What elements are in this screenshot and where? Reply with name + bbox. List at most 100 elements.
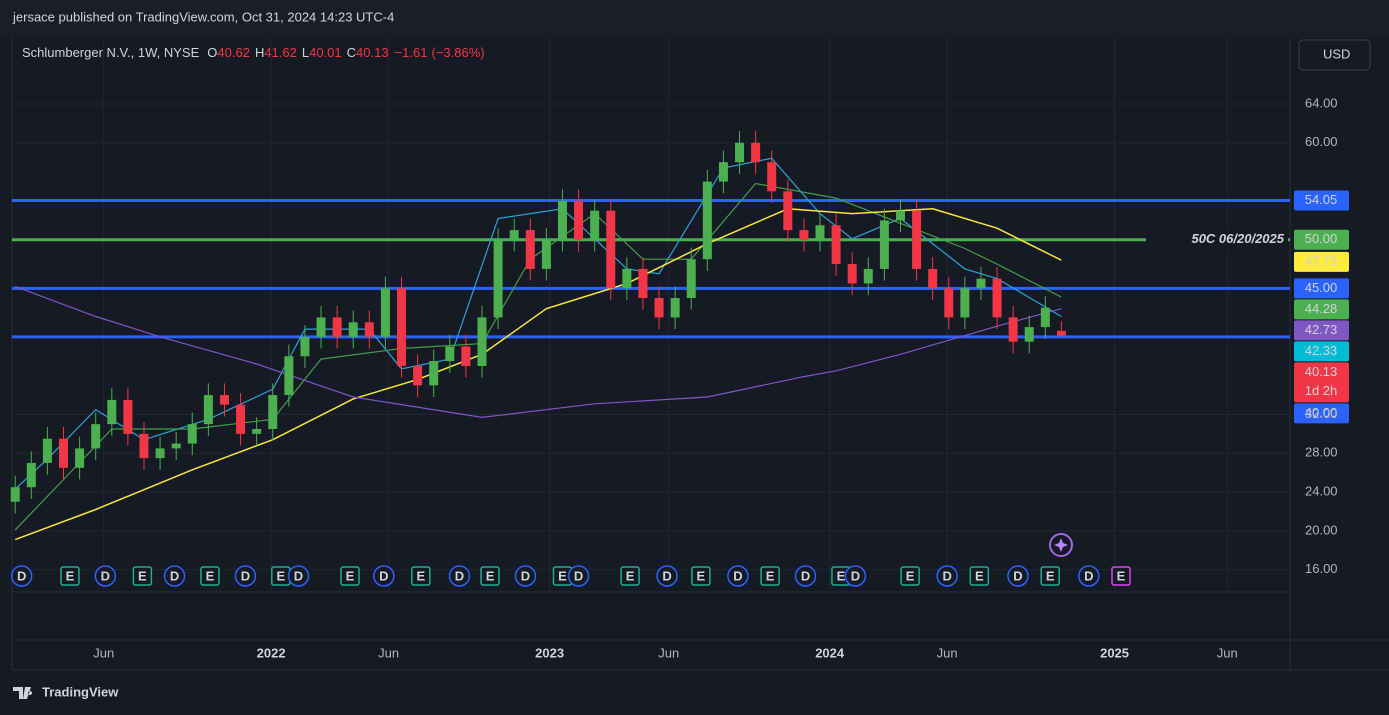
candle-body: [332, 317, 342, 337]
x-tick-label: 2023: [535, 645, 564, 660]
event[interactable]: E: [200, 566, 220, 586]
event-label: E: [766, 568, 775, 583]
event-badge: [411, 566, 431, 586]
event[interactable]: E: [969, 566, 990, 586]
assistant-icon[interactable]: [1049, 533, 1073, 557]
event[interactable]: D: [10, 565, 33, 587]
event[interactable]: E: [900, 566, 920, 586]
legend-item: (−3.86%): [432, 45, 485, 60]
price-label-box: [1294, 190, 1349, 211]
candle-body: [895, 210, 905, 221]
candle-body: [252, 429, 262, 434]
event-badge: [794, 565, 817, 587]
candle-body: [879, 220, 889, 269]
event-label: D: [801, 568, 810, 583]
event[interactable]: E: [271, 566, 291, 586]
candle-body: [107, 399, 117, 425]
candle-body: [1040, 307, 1050, 328]
event-label: E: [206, 568, 215, 583]
event[interactable]: E: [1111, 566, 1131, 586]
candle-body: [42, 438, 52, 463]
y-tick-label: 24.00: [1305, 484, 1338, 499]
candle-body: [751, 142, 761, 163]
level-note-bg: [1146, 228, 1288, 251]
event-badge: [620, 566, 640, 586]
event[interactable]: D: [514, 565, 537, 587]
event-badge: [60, 566, 80, 586]
event[interactable]: D: [1007, 565, 1029, 587]
candle-body: [831, 225, 841, 265]
event[interactable]: D: [163, 565, 186, 587]
event-label: E: [1117, 568, 1126, 583]
event[interactable]: D: [448, 565, 471, 587]
candle-body: [171, 443, 181, 449]
moving-average: [14, 285, 1062, 419]
event[interactable]: E: [620, 566, 640, 586]
candle-body: [1008, 317, 1018, 342]
legend-item: 41.62: [264, 45, 297, 60]
x-tick-label: Jun: [378, 645, 399, 660]
event[interactable]: D: [373, 565, 395, 587]
event-label: E: [906, 568, 915, 583]
event[interactable]: E: [340, 566, 360, 586]
event[interactable]: D: [287, 565, 310, 587]
legend-item: Schlumberger N.V., 1W, NYSE: [22, 45, 200, 60]
event-badge: [691, 566, 711, 586]
candle-body: [928, 268, 938, 289]
price-labels: 54.05 50.00 47.73 45.00 44.28 42.73 42.33 40.13…: [1294, 190, 1349, 424]
candle-body: [493, 239, 503, 318]
header-bar: [0, 0, 1389, 38]
event[interactable]: E: [60, 566, 80, 586]
candle-body: [638, 268, 648, 299]
event[interactable]: D: [94, 565, 117, 587]
event-label: E: [66, 568, 75, 583]
candle-body: [606, 210, 616, 289]
event[interactable]: E: [1040, 566, 1060, 586]
event-badge: [1007, 565, 1029, 587]
candles: [10, 131, 1066, 514]
event[interactable]: D: [727, 565, 749, 587]
event[interactable]: D: [656, 565, 678, 587]
event-label: E: [486, 568, 495, 583]
logo-mark: [13, 687, 33, 699]
candle-body: [847, 264, 857, 284]
price-label-box: [1294, 320, 1349, 341]
candle-body: [397, 288, 407, 366]
event[interactable]: D: [1078, 565, 1100, 587]
event[interactable]: D: [936, 565, 958, 587]
event-label: D: [1013, 568, 1022, 583]
event[interactable]: E: [760, 566, 780, 586]
candle-body: [284, 356, 294, 396]
currency: USD: [1323, 46, 1350, 61]
legend-item: C: [347, 45, 356, 60]
levels: 50C 06/20/2025: [12, 199, 1290, 339]
event-label: D: [170, 568, 179, 583]
candle-body: [187, 424, 197, 444]
candle-body: [316, 317, 326, 337]
event[interactable]: D: [234, 565, 257, 587]
candle-body: [429, 361, 439, 386]
candle-body: [590, 210, 600, 240]
event[interactable]: E: [480, 566, 500, 586]
event[interactable]: E: [132, 566, 153, 586]
price-label-box: [1294, 229, 1349, 250]
event[interactable]: E: [411, 566, 431, 586]
candle-body: [815, 225, 825, 240]
event-label: E: [138, 568, 147, 583]
event-label: D: [574, 568, 583, 583]
candle-body: [944, 288, 954, 318]
event[interactable]: D: [844, 565, 867, 587]
candle-body: [686, 259, 696, 299]
event-label: D: [379, 568, 388, 583]
event[interactable]: D: [794, 565, 817, 587]
candle-body: [59, 438, 69, 468]
event[interactable]: E: [691, 566, 711, 586]
currency-button[interactable]: USD: [1298, 39, 1371, 71]
event[interactable]: D: [567, 565, 590, 587]
candle-body: [767, 162, 777, 192]
y-tick-label: 28.00: [1305, 445, 1338, 460]
x-tick-label: Jun: [937, 645, 958, 660]
price-label: 42.33: [1305, 343, 1338, 358]
candle-body: [364, 322, 374, 337]
